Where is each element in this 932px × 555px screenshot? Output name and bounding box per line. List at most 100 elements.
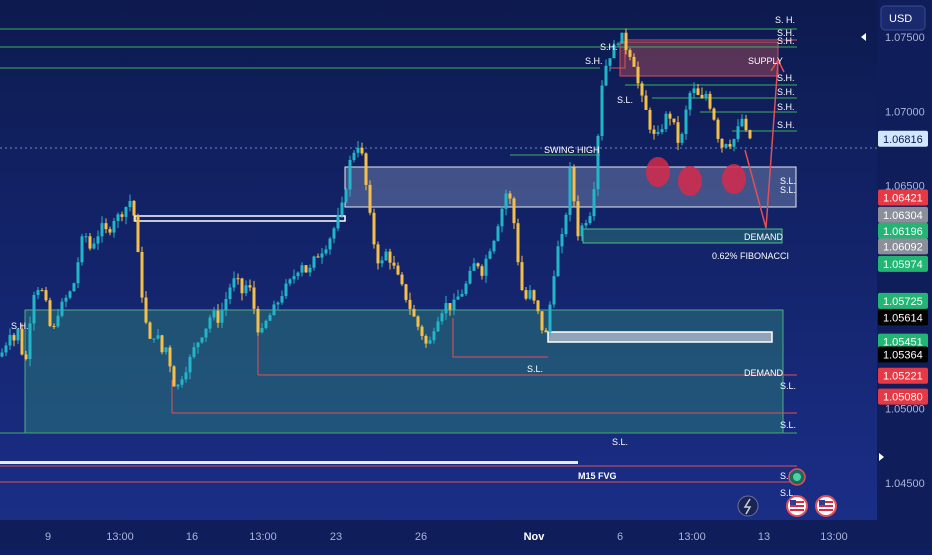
candle-body <box>532 290 536 301</box>
candle-body <box>708 93 712 109</box>
candle-body <box>648 109 652 130</box>
candles <box>0 28 752 390</box>
price-tick-label: 1.04500 <box>885 478 925 490</box>
candle-body <box>584 223 588 226</box>
candle-body <box>612 44 616 59</box>
time-scale[interactable] <box>0 520 932 550</box>
currency-label[interactable]: USD <box>889 13 912 25</box>
candle-body <box>420 326 424 336</box>
candle-body <box>616 43 620 45</box>
currency-selector[interactable]: USD <box>880 5 926 31</box>
candle-body <box>240 278 244 294</box>
candle-body <box>260 327 264 333</box>
candle-body <box>536 300 540 312</box>
candle-body <box>500 208 504 227</box>
event-icons[interactable] <box>737 468 837 517</box>
label-sl-dip: S.L. <box>527 364 543 374</box>
candle-body <box>12 335 16 341</box>
price-badge-label: 1.06421 <box>883 192 923 204</box>
price-badge <box>878 189 928 206</box>
us-flag-event-icon-2[interactable] <box>815 495 837 517</box>
candle-body <box>128 200 132 208</box>
candle-body <box>40 290 44 292</box>
candle-body <box>172 366 176 387</box>
price-badge <box>878 367 928 384</box>
candle-body <box>336 214 340 229</box>
candle-body <box>216 310 220 323</box>
candle-body <box>592 189 596 217</box>
big-demand-zone <box>24 309 784 434</box>
candle-body <box>136 215 140 253</box>
candle-body <box>608 58 612 66</box>
candle-body <box>200 337 204 343</box>
candle-body <box>692 88 696 94</box>
candle-body <box>288 279 292 284</box>
price-tick-label: 1.07000 <box>885 106 925 118</box>
candle-body <box>576 201 580 237</box>
candle-body <box>488 251 492 259</box>
candle-body <box>444 303 448 314</box>
chevron-right-icon[interactable] <box>879 453 884 461</box>
candle-body <box>96 236 100 244</box>
candle-body <box>60 301 64 316</box>
candle-body <box>120 214 124 217</box>
candle-body <box>504 193 508 209</box>
time-tick-label: 13:00 <box>820 531 848 543</box>
candle-body <box>644 95 648 110</box>
candle-body <box>384 251 388 261</box>
candle-body <box>412 308 416 317</box>
us-flag-event-icon[interactable] <box>786 495 808 517</box>
candle-body <box>544 330 548 333</box>
label-demand-upper: DEMAND <box>744 232 784 242</box>
candle-body <box>560 234 564 247</box>
candle-body <box>620 32 624 44</box>
price-badge-label: 1.05725 <box>883 296 923 308</box>
candle-body <box>652 129 656 134</box>
candle-body <box>68 291 72 298</box>
candle-body <box>80 236 84 263</box>
label-fibonacci: 0.62% FIBONACCI <box>712 251 789 261</box>
candle-body <box>248 285 252 288</box>
candle-body <box>580 225 584 237</box>
scroll-arrows[interactable] <box>861 33 884 461</box>
candle-body <box>348 159 352 190</box>
candle-body <box>156 335 160 339</box>
candle-body <box>416 316 420 327</box>
candle-body <box>468 270 472 284</box>
candle-body <box>700 94 704 98</box>
time-tick-label: 13 <box>758 531 770 543</box>
lightning-event-icon[interactable] <box>737 495 759 517</box>
candle-body <box>8 335 12 346</box>
candle-body <box>688 93 692 110</box>
candle-body <box>132 200 136 216</box>
candle-body <box>492 240 496 252</box>
candle-body <box>480 266 484 276</box>
candle-body <box>280 296 284 303</box>
globe-event-icon[interactable] <box>788 468 806 486</box>
price-badge-label: 1.05364 <box>883 349 923 361</box>
candle-body <box>20 328 24 355</box>
price-tick-label: 1.07500 <box>885 32 925 44</box>
candle-body <box>360 147 364 154</box>
candle-body <box>368 184 372 213</box>
price-badge <box>878 130 928 147</box>
candle-body <box>624 32 628 50</box>
candle-body <box>600 85 604 136</box>
candle-body <box>448 303 452 310</box>
candle-body <box>56 315 60 327</box>
price-tick-label: 1.05000 <box>885 404 925 416</box>
candle-body <box>736 126 740 140</box>
liquidity-circle-1 <box>646 157 670 187</box>
candle-body <box>88 236 92 249</box>
candle-body <box>52 325 56 327</box>
candle-body <box>224 298 228 310</box>
price-badge <box>878 255 928 272</box>
candle-body <box>640 83 644 96</box>
chevron-left-icon[interactable] <box>861 33 866 41</box>
candle-body <box>696 88 700 95</box>
price-badge <box>878 222 928 239</box>
candle-body <box>664 113 668 130</box>
price-badge-label: 1.05974 <box>883 259 923 271</box>
